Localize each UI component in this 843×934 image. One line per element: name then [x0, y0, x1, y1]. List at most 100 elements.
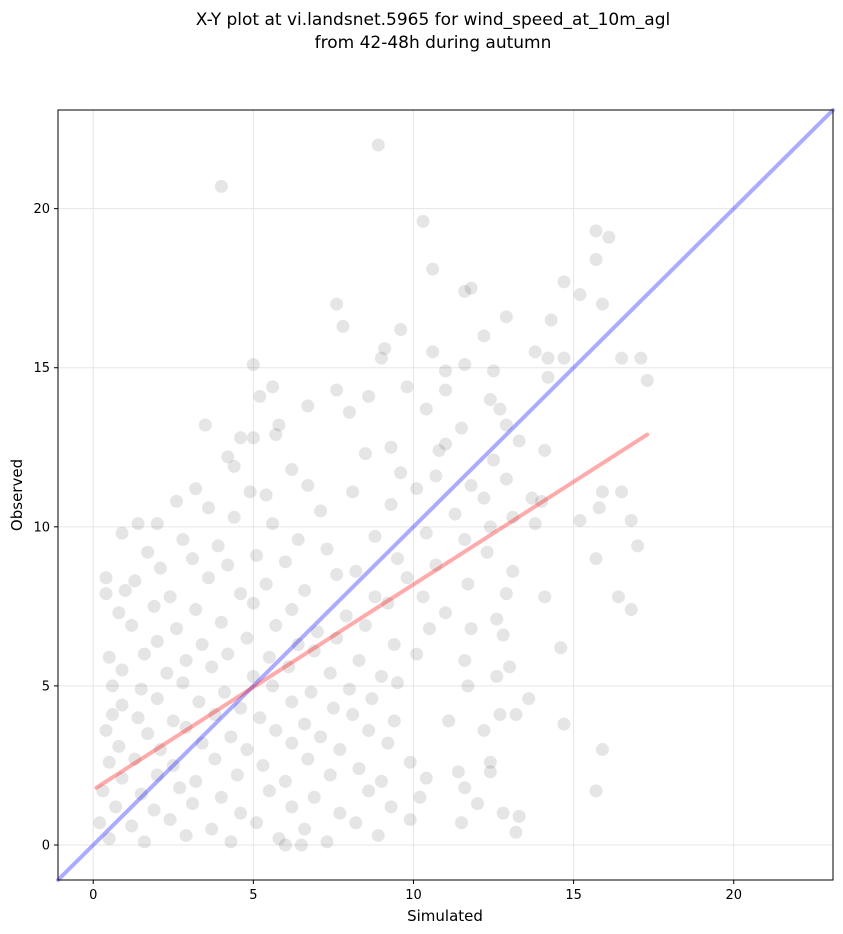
data-point — [166, 714, 180, 728]
data-point — [336, 319, 350, 333]
data-point — [499, 418, 513, 432]
data-point — [387, 638, 401, 652]
data-point — [362, 723, 376, 737]
data-point — [512, 434, 526, 448]
data-point — [330, 297, 344, 311]
data-point — [246, 669, 260, 683]
data-point — [374, 669, 388, 683]
x-tick-label: 15 — [565, 888, 582, 903]
data-point — [442, 714, 456, 728]
data-point — [115, 771, 129, 785]
data-point — [477, 329, 491, 343]
data-point — [544, 313, 558, 327]
data-point — [589, 784, 603, 798]
y-axis-ticks: 0 5 10 15 20 — [33, 202, 58, 854]
data-point — [221, 558, 235, 572]
data-point — [541, 370, 555, 384]
data-point — [330, 568, 344, 582]
data-point — [259, 488, 273, 502]
data-point — [390, 552, 404, 566]
data-point — [125, 819, 139, 833]
data-point — [240, 743, 254, 757]
data-point — [640, 373, 654, 387]
data-point — [112, 606, 126, 620]
data-point — [176, 676, 190, 690]
data-point — [464, 281, 478, 295]
data-point — [253, 711, 267, 725]
data-point — [282, 660, 296, 674]
data-point — [365, 692, 379, 706]
data-point — [115, 526, 129, 540]
data-point — [272, 418, 286, 432]
data-point — [346, 485, 360, 499]
data-point — [394, 466, 408, 480]
data-point — [307, 790, 321, 804]
regression-line — [94, 432, 650, 790]
data-point — [499, 472, 513, 486]
data-point — [179, 828, 193, 842]
data-point — [634, 351, 648, 365]
data-point — [320, 542, 334, 556]
data-point — [589, 552, 603, 566]
data-point — [429, 558, 443, 572]
data-point — [403, 813, 417, 827]
data-point — [269, 723, 283, 737]
data-point — [410, 647, 424, 661]
data-point — [624, 513, 638, 527]
data-point — [153, 561, 167, 575]
data-point — [99, 571, 113, 585]
data-point — [400, 380, 414, 394]
data-point — [493, 708, 507, 722]
data-point — [298, 822, 312, 836]
data-point — [522, 692, 536, 706]
data-point — [160, 666, 174, 680]
data-point — [234, 701, 248, 715]
data-point — [525, 491, 539, 505]
data-point — [208, 708, 222, 722]
data-point — [102, 832, 116, 846]
data-point — [134, 787, 148, 801]
data-point — [458, 653, 472, 667]
data-point — [362, 389, 376, 403]
data-point — [477, 723, 491, 737]
data-point — [150, 692, 164, 706]
data-point — [304, 685, 318, 699]
data-point — [112, 739, 126, 753]
y-tick-label: 0 — [42, 839, 50, 854]
data-point — [384, 800, 398, 814]
data-point — [179, 720, 193, 734]
data-point — [189, 603, 203, 617]
data-point — [250, 548, 264, 562]
data-point — [439, 606, 452, 620]
data-point — [205, 660, 219, 674]
data-point — [487, 364, 501, 378]
data-point — [483, 520, 497, 534]
data-point — [371, 828, 385, 842]
y-axis-label: Observed — [8, 459, 26, 531]
data-point — [509, 708, 523, 722]
data-point — [541, 351, 555, 365]
data-point — [166, 758, 180, 772]
data-point — [214, 790, 228, 804]
data-point — [99, 587, 113, 601]
data-point — [374, 774, 388, 788]
data-point — [384, 440, 398, 454]
data-point — [490, 669, 504, 683]
data-point — [240, 631, 254, 645]
data-point — [330, 631, 344, 645]
data-point — [493, 402, 507, 416]
data-point — [477, 491, 491, 505]
data-point — [487, 453, 501, 467]
data-point — [480, 545, 494, 559]
data-point — [234, 431, 248, 445]
data-point — [506, 564, 520, 578]
data-point — [439, 437, 452, 451]
data-point — [439, 383, 452, 397]
data-point — [419, 771, 433, 785]
data-point — [243, 485, 257, 499]
data-point — [125, 618, 139, 632]
data-point — [230, 768, 244, 782]
data-point — [202, 501, 216, 515]
data-point — [554, 641, 568, 655]
data-point — [224, 730, 238, 744]
